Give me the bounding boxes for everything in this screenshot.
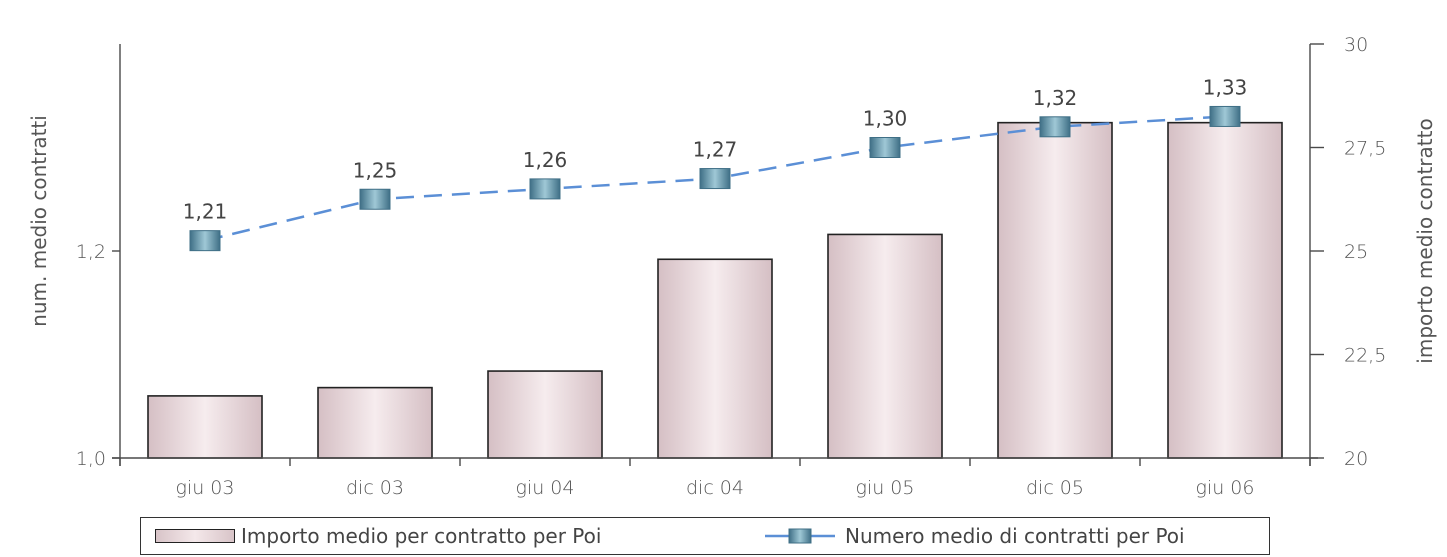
bar-giu-03	[147, 395, 263, 459]
legend: Importo medio per contratto per Poi Nume…	[140, 517, 1270, 555]
line-marker	[529, 178, 561, 200]
bar-dic-05	[997, 121, 1113, 459]
bar-dic-04	[657, 258, 773, 459]
line-marker	[869, 137, 901, 158]
x-tick-label: giu 05	[856, 477, 915, 499]
legend-label-line: Numero medio di contratti per Poi	[845, 524, 1185, 548]
data-label: 1,25	[353, 158, 398, 182]
x-tick-label: giu 04	[516, 477, 575, 499]
y-right-tick-label: 25	[1344, 241, 1368, 263]
y-right-tick-label: 27,5	[1344, 138, 1386, 160]
y-right-axis-title: importo medio contratto	[1413, 118, 1437, 363]
bar-giu-04	[487, 370, 603, 459]
line-series-group	[189, 105, 1241, 252]
data-label: 1,30	[863, 107, 908, 131]
labels-group: giu 03 dic 03 giu 04 dic 04 giu 05 dic 05 giu …	[27, 34, 1437, 499]
x-tick-label: giu 06	[1196, 477, 1255, 499]
x-tick-label: dic 05	[1026, 477, 1084, 499]
line-marker	[699, 168, 731, 190]
x-tick-label: dic 03	[346, 477, 404, 499]
legend-item-bars: Importo medio per contratto per Poi	[155, 518, 601, 554]
y-right-tick-label: 20	[1344, 448, 1368, 470]
axes-group	[112, 43, 1324, 466]
legend-label-bars: Importo medio per contratto per Poi	[241, 524, 602, 548]
bars-group	[147, 121, 1283, 459]
line-marker	[1039, 116, 1071, 138]
bar-giu-05	[827, 233, 943, 459]
y-right-tick-label: 22,5	[1344, 345, 1386, 367]
legend-item-line: Numero medio di contratti per Poi	[763, 518, 1185, 554]
data-label: 1,33	[1203, 75, 1248, 99]
y-left-tick-label: 1,0	[76, 448, 106, 470]
y-left-tick-label: 1,2	[76, 241, 106, 263]
combo-chart: giu 03 dic 03 giu 04 dic 04 giu 05 dic 05 giu …	[27, 34, 1437, 499]
bar-giu-06	[1167, 121, 1283, 459]
x-tick-label: dic 04	[686, 477, 744, 499]
data-label: 1,21	[183, 200, 228, 224]
legend-line-swatch	[765, 528, 835, 544]
line-marker	[359, 188, 391, 210]
line-marker	[1209, 105, 1241, 127]
y-left-axis-title: num. medio contratti	[27, 115, 51, 327]
bar-dic-03	[317, 386, 433, 459]
data-label: 1,27	[693, 138, 738, 162]
x-tick-label: giu 03	[176, 477, 235, 499]
data-label: 1,32	[1033, 86, 1078, 110]
data-label: 1,26	[523, 148, 568, 172]
legend-bar-swatch	[155, 529, 235, 543]
line-marker	[189, 230, 221, 252]
y-right-tick-label: 30	[1344, 34, 1368, 56]
